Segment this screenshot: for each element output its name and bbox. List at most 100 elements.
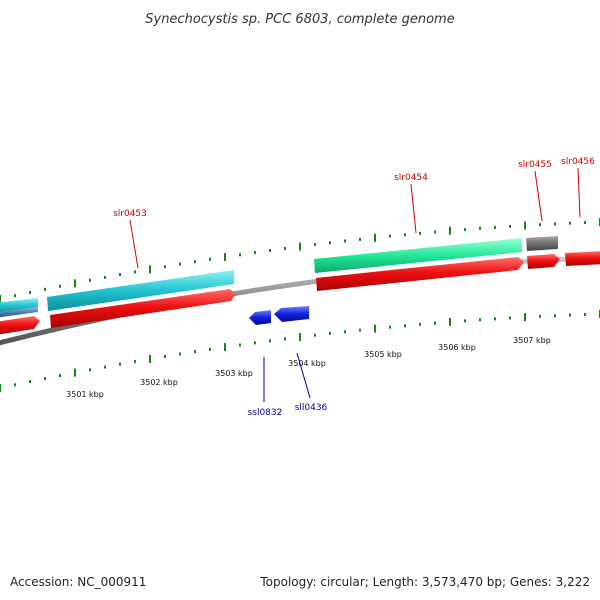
gene-label-slr0454[interactable]: slr0454: [394, 173, 428, 183]
forward-track-minor-tick: [179, 262, 181, 266]
leader-sll0436: [296, 352, 311, 399]
forward-track-minor-tick: [554, 222, 556, 226]
reverse-track-ticks: [0, 310, 600, 392]
reverse-track-minor-tick: [359, 328, 361, 332]
forward-track-minor-tick: [464, 228, 466, 232]
forward-track-major-tick: [224, 253, 226, 261]
reverse-track-minor-tick: [569, 313, 571, 317]
cds-arrow-slr0454[interactable]: [316, 257, 524, 291]
scale-label-3504: 3504 kbp: [288, 359, 326, 368]
scale-label-3505: 3505 kbp: [364, 350, 402, 359]
reverse-track-minor-tick: [119, 362, 121, 366]
reverse-track-minor-tick: [419, 322, 421, 326]
gene-label-slr0453[interactable]: slr0453: [113, 209, 147, 219]
topology-summary: Topology: circular; Length: 3,573,470 bp…: [259, 575, 590, 589]
gene-arrow-ssl0832[interactable]: [249, 310, 271, 325]
forward-track-major-tick: [449, 226, 451, 235]
forward-track-minor-tick: [569, 221, 571, 225]
cds-arrow[interactable]: [0, 316, 40, 335]
forward-track-ticks: [0, 218, 600, 303]
reverse-track-major-tick: [374, 324, 376, 333]
forward-track-minor-tick: [209, 257, 211, 261]
reverse-track-minor-tick: [329, 331, 331, 335]
forward-cds-features: [0, 251, 600, 335]
forward-track-major-tick: [0, 295, 1, 303]
forward-track-major-tick: [524, 221, 526, 230]
forward-track-minor-tick: [539, 223, 541, 227]
reverse-track-minor-tick: [104, 365, 106, 369]
reverse-track-minor-tick: [389, 325, 391, 329]
reverse-track-major-tick: [74, 368, 76, 377]
forward-track-minor-tick: [269, 249, 271, 252]
reverse-track-minor-tick: [584, 313, 586, 316]
gene-labels: slr0453 slr0454 slr0455 slr0456 ssl0832 …: [113, 157, 595, 418]
reverse-track-minor-tick: [89, 368, 91, 372]
forward-track-major-tick: [149, 265, 151, 274]
forward-track-minor-tick: [479, 226, 481, 230]
forward-track-minor-tick: [329, 241, 331, 245]
forward-gene-features: [0, 236, 558, 318]
leader-slr0454: [410, 183, 417, 234]
forward-track-minor-tick: [89, 278, 91, 282]
forward-track-minor-tick: [164, 265, 166, 269]
gene-bar-left[interactable]: [0, 298, 38, 313]
cds-arrow-slr0456[interactable]: [565, 251, 600, 266]
scale-label-3502: 3502 kbp: [140, 378, 178, 387]
reverse-track-minor-tick: [479, 318, 481, 322]
reverse-track-minor-tick: [269, 339, 271, 343]
reverse-track-minor-tick: [464, 319, 466, 323]
reverse-track-minor-tick: [539, 314, 541, 318]
scale-labels: 3501 kbp 3502 kbp 3503 kbp 3504 kbp 3505…: [66, 336, 551, 399]
reverse-track-minor-tick: [59, 374, 61, 378]
forward-track-minor-tick: [584, 221, 586, 225]
forward-track-minor-tick: [314, 243, 316, 247]
forward-track-major-tick: [299, 242, 301, 251]
reverse-track-minor-tick: [314, 333, 316, 337]
reverse-track-minor-tick: [404, 324, 406, 328]
map-title: Synechocystis sp. PCC 6803, complete gen…: [145, 12, 454, 27]
reverse-track-minor-tick: [164, 355, 166, 358]
reverse-track-minor-tick: [14, 383, 16, 387]
reverse-track-minor-tick: [44, 377, 46, 381]
leader-slr0456: [577, 167, 581, 218]
forward-track-minor-tick: [14, 294, 16, 298]
reverse-track-major-tick: [149, 355, 151, 363]
gene-arrow-sll0436[interactable]: [274, 306, 309, 322]
reverse-track-major-tick: [0, 384, 1, 392]
gene-label-ssl0832[interactable]: ssl0832: [248, 408, 283, 418]
forward-track-minor-tick: [509, 224, 511, 228]
forward-track-minor-tick: [104, 275, 106, 279]
forward-track-minor-tick: [359, 237, 361, 241]
gene-label-slr0455[interactable]: slr0455: [518, 160, 552, 170]
reverse-track-minor-tick: [284, 337, 286, 341]
reverse-track-minor-tick: [494, 317, 496, 321]
forward-track-minor-tick: [419, 231, 421, 235]
forward-track-minor-tick: [494, 225, 496, 229]
forward-track-minor-tick: [284, 247, 286, 250]
gene-bar-slr0455[interactable]: [526, 236, 558, 251]
reverse-track-minor-tick: [434, 321, 436, 325]
reverse-track-minor-tick: [554, 314, 556, 318]
reverse-track-major-tick: [224, 343, 226, 352]
forward-track-minor-tick: [194, 260, 196, 264]
gene-bar-slr0453[interactable]: [47, 270, 234, 311]
forward-track-minor-tick: [239, 253, 241, 257]
scale-label-3506: 3506 kbp: [438, 343, 476, 352]
reverse-track-minor-tick: [194, 350, 196, 354]
forward-track-minor-tick: [44, 287, 46, 291]
forward-track-major-tick: [74, 279, 76, 288]
forward-track-minor-tick: [134, 270, 136, 274]
gene-label-slr0456[interactable]: slr0456: [561, 157, 595, 167]
accession-text: Accession: NC_000911: [10, 575, 146, 589]
cds-arrow-slr0453[interactable]: [50, 289, 236, 328]
reverse-track-minor-tick: [134, 360, 136, 364]
reverse-track-minor-tick: [179, 352, 181, 356]
reverse-track-minor-tick: [239, 343, 241, 347]
leader-slr0455: [534, 170, 543, 222]
gene-bar-slr0454[interactable]: [314, 238, 522, 273]
cds-arrow-slr0455[interactable]: [527, 254, 560, 269]
gene-bar-left-lower[interactable]: [0, 307, 38, 318]
gene-label-sll0436[interactable]: sll0436: [295, 403, 328, 413]
forward-track-minor-tick: [344, 239, 346, 243]
